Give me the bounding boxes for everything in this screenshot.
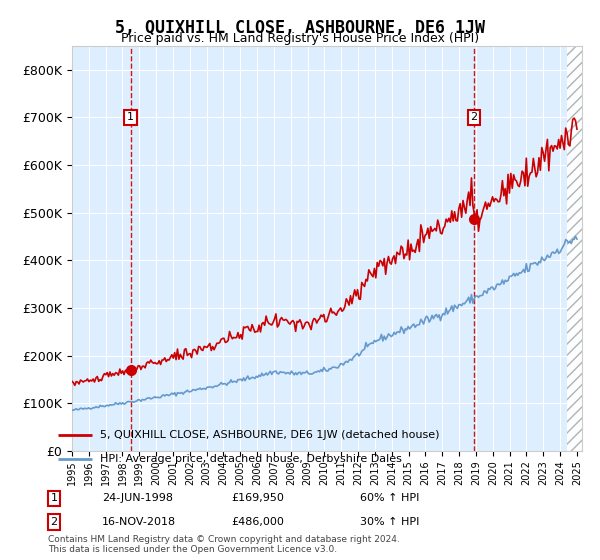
Text: 16-NOV-2018: 16-NOV-2018 <box>102 517 176 527</box>
Text: 2: 2 <box>50 517 58 527</box>
Polygon shape <box>567 46 582 451</box>
Text: 5, QUIXHILL CLOSE, ASHBOURNE, DE6 1JW: 5, QUIXHILL CLOSE, ASHBOURNE, DE6 1JW <box>115 18 485 36</box>
Text: £169,950: £169,950 <box>231 493 284 503</box>
Text: 1: 1 <box>127 113 134 123</box>
Text: HPI: Average price, detached house, Derbyshire Dales: HPI: Average price, detached house, Derb… <box>100 454 402 464</box>
Text: 60% ↑ HPI: 60% ↑ HPI <box>360 493 419 503</box>
Text: 1: 1 <box>50 493 58 503</box>
Text: 24-JUN-1998: 24-JUN-1998 <box>102 493 173 503</box>
Text: £486,000: £486,000 <box>231 517 284 527</box>
Text: 30% ↑ HPI: 30% ↑ HPI <box>360 517 419 527</box>
Text: 2: 2 <box>470 113 478 123</box>
Text: 5, QUIXHILL CLOSE, ASHBOURNE, DE6 1JW (detached house): 5, QUIXHILL CLOSE, ASHBOURNE, DE6 1JW (d… <box>100 430 440 440</box>
Text: Contains HM Land Registry data © Crown copyright and database right 2024.
This d: Contains HM Land Registry data © Crown c… <box>48 535 400 554</box>
Text: Price paid vs. HM Land Registry's House Price Index (HPI): Price paid vs. HM Land Registry's House … <box>121 32 479 45</box>
